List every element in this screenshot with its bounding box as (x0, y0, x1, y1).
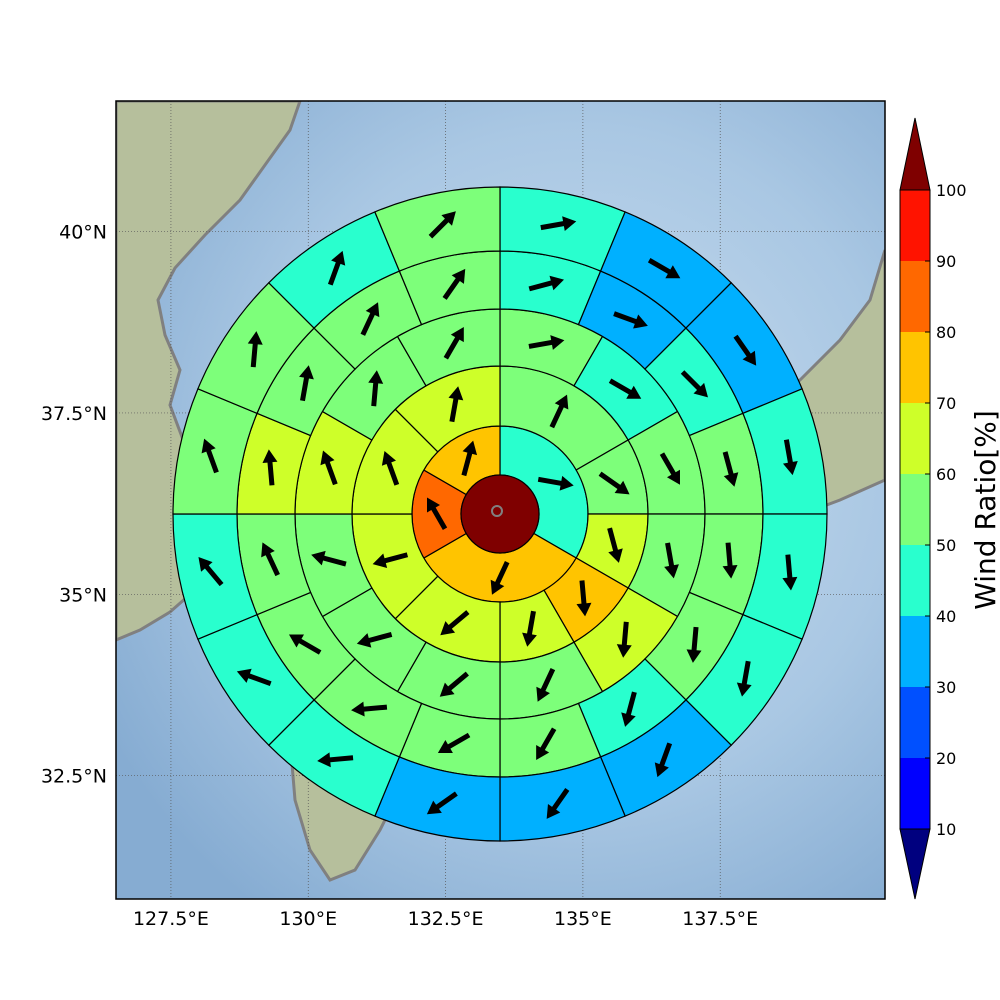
wind-arrow (320, 450, 338, 486)
wind-arrow (686, 626, 702, 663)
wind-arrow (236, 668, 272, 687)
wind-arrow (621, 691, 637, 727)
wind-arrow (427, 497, 448, 530)
x-tick-label: 132.5°E (408, 908, 484, 930)
wind-arrow (198, 556, 224, 587)
korea-landmass (116, 101, 302, 642)
colorbar-tick-label: 20 (936, 749, 956, 768)
x-axis-ticks: 127.5°E 130°E 132.5°E 135°E 137.5°E (133, 908, 758, 930)
wind-arrow (537, 475, 574, 491)
x-tick-label: 127.5°E (133, 908, 209, 930)
map-frame (115, 100, 886, 900)
wind-arrow (664, 542, 679, 579)
wind-arrow (439, 671, 469, 697)
wind-arrow (613, 311, 648, 329)
x-tick-label: 137.5°E (682, 908, 758, 930)
wind-arrow (381, 450, 400, 486)
wind-arrow (546, 787, 570, 819)
y-tick-label: 35°N (59, 584, 107, 606)
colorbar-tick-label: 30 (936, 678, 956, 697)
wind-arrow (598, 471, 630, 495)
wind-arrow (428, 211, 456, 239)
wind-arrow (528, 275, 565, 292)
wind-arrow (368, 370, 384, 407)
wind-arrow (733, 334, 757, 366)
colorbar-segment (900, 616, 930, 687)
center-island-outline (491, 505, 503, 517)
y-tick-label: 37.5°N (41, 403, 107, 425)
wind-arrow (351, 701, 388, 717)
wind-arrow (327, 250, 346, 286)
colorbar-title: Wind Ratio[%] (969, 410, 1000, 610)
wind-arrow (654, 742, 673, 778)
wind-arrow (616, 621, 632, 658)
wind-arrow (782, 439, 798, 476)
colorbar-segment (900, 474, 930, 545)
colorbar-segment (900, 687, 930, 758)
x-tick-label: 130°E (279, 908, 337, 930)
wind-arrow (536, 668, 556, 702)
wind-arrow (288, 634, 322, 655)
wind-arrow (549, 394, 569, 429)
wind-arrow (311, 550, 347, 567)
wind-arrow (490, 561, 510, 595)
colorbar-segment (900, 403, 930, 474)
colorbar-tick-label: 50 (936, 536, 956, 555)
wind-arrow (461, 440, 478, 477)
wind-arrow (360, 302, 380, 336)
colorbar-frame (899, 189, 931, 830)
wind-arrow (722, 542, 738, 579)
wind-arrow (782, 554, 798, 591)
y-axis-ticks: 40°N 37.5°N 35°N 32.5°N (41, 222, 107, 788)
wind-arrow (299, 365, 314, 402)
wind-arrow (317, 752, 354, 768)
wind-arrow (528, 335, 565, 350)
colorbar-segment (900, 190, 930, 261)
wind-arrow (736, 660, 752, 697)
wind-arrow (372, 552, 409, 568)
wind-arrow (659, 452, 680, 485)
wind-arrow (442, 268, 466, 300)
wind-arrow (536, 727, 557, 760)
wind-arrow (680, 370, 708, 398)
wind-arrow (522, 610, 537, 647)
wind-arrow (426, 791, 458, 815)
colorbar-tick-label: 40 (936, 607, 956, 626)
wind-arrow (201, 438, 219, 474)
wind-arrow (440, 610, 470, 636)
wind-arrow (448, 386, 464, 423)
wind-arrow (647, 258, 681, 279)
colorbar-segment (900, 332, 930, 403)
colorbar-segment (900, 758, 930, 829)
colorbar-extend-max (899, 117, 931, 191)
wind-arrow (576, 580, 592, 617)
wind-arrow (608, 378, 642, 399)
wind-arrow (356, 631, 393, 648)
wind-arrow (262, 449, 278, 486)
y-tick-label: 32.5°N (41, 766, 107, 788)
wind-arrow (247, 331, 263, 368)
wind-arrow (722, 451, 739, 487)
colorbar-tick-label: 90 (936, 252, 956, 271)
wind-arrow (540, 216, 577, 232)
wind-arrow (437, 732, 471, 754)
colorbar-tick-label: 80 (936, 323, 956, 342)
colorbar-tick-label: 60 (936, 465, 956, 484)
colorbar-tick-label: 70 (936, 394, 956, 413)
wind-arrow (607, 527, 623, 563)
sector-grid (172, 186, 828, 842)
wind-vectors (198, 211, 798, 819)
colorbar: 10 20 30 40 50 60 70 80 90 100 (899, 117, 967, 900)
y-tick-label: 40°N (59, 222, 107, 244)
x-tick-label: 135°E (554, 908, 612, 930)
wind-arrow (261, 542, 280, 577)
colorbar-tick-label: 100 (936, 181, 967, 200)
wind-arrow (443, 327, 464, 360)
colorbar-segment (900, 261, 930, 332)
colorbar-segment (900, 545, 930, 616)
colorbar-tick-label: 10 (936, 820, 956, 839)
colorbar-extend-min (899, 828, 931, 900)
